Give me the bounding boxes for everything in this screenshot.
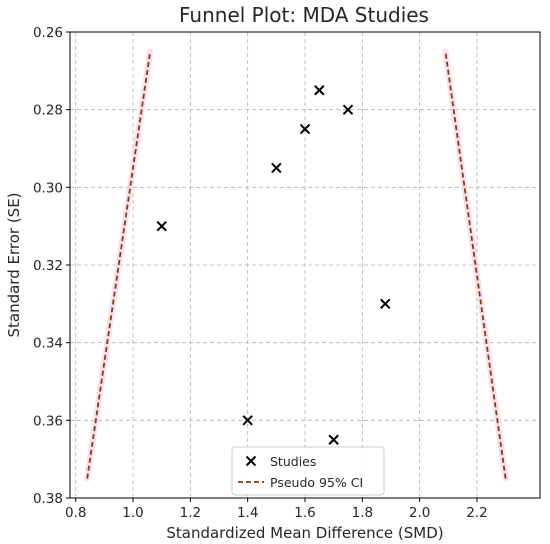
study-point	[242, 415, 253, 426]
x-tick-label: 2.0	[409, 505, 430, 521]
legend-box	[231, 446, 385, 496]
ci-line-halo	[84, 48, 154, 482]
study-point	[156, 220, 167, 232]
x-axis-label: Standardized Mean Difference (SMD)	[166, 524, 443, 542]
x-tick-label: 1.4	[237, 505, 258, 521]
x-tick-label: 1.2	[180, 505, 201, 521]
y-tick-label: 0.36	[33, 413, 63, 429]
y-tick-label: 0.26	[33, 25, 63, 41]
y-tick-label: 0.34	[33, 336, 63, 352]
y-axis: 0.26 0.28 0.30 0.32 0.34 0.36 0.38	[33, 25, 70, 507]
x-tick-label: 1.6	[294, 505, 315, 521]
study-point	[342, 104, 354, 115]
study-point	[271, 162, 282, 174]
y-tick-label: 0.28	[33, 103, 63, 119]
y-tick-label: 0.32	[33, 258, 63, 274]
study-point	[328, 434, 339, 445]
x-tick-label: 2.2	[466, 505, 487, 521]
y-tick-label: 0.38	[33, 491, 63, 507]
legend-label-studies: Studies	[270, 454, 316, 469]
y-axis-label: Standard Error (SE)	[5, 192, 23, 337]
x-tick-label: 1.0	[122, 505, 143, 521]
x-axis: 0.8 1.0 1.2 1.4 1.6 1.8 2.0 2.2	[65, 498, 488, 521]
x-tick-label: 0.8	[65, 505, 86, 521]
study-point	[314, 85, 325, 96]
legend: Studies Pseudo 95% CI	[231, 446, 385, 496]
chart-title: Funnel Plot: MDA Studies	[179, 3, 429, 27]
study-point	[299, 123, 311, 135]
study-point	[380, 298, 391, 310]
ci-line-halo	[442, 48, 509, 482]
y-tick-label: 0.30	[33, 180, 63, 196]
ci-lines	[84, 48, 509, 482]
study-points	[156, 85, 391, 445]
legend-label-ci: Pseudo 95% CI	[270, 475, 363, 490]
x-tick-label: 1.8	[352, 505, 373, 521]
legend-marker-studies	[245, 455, 257, 467]
